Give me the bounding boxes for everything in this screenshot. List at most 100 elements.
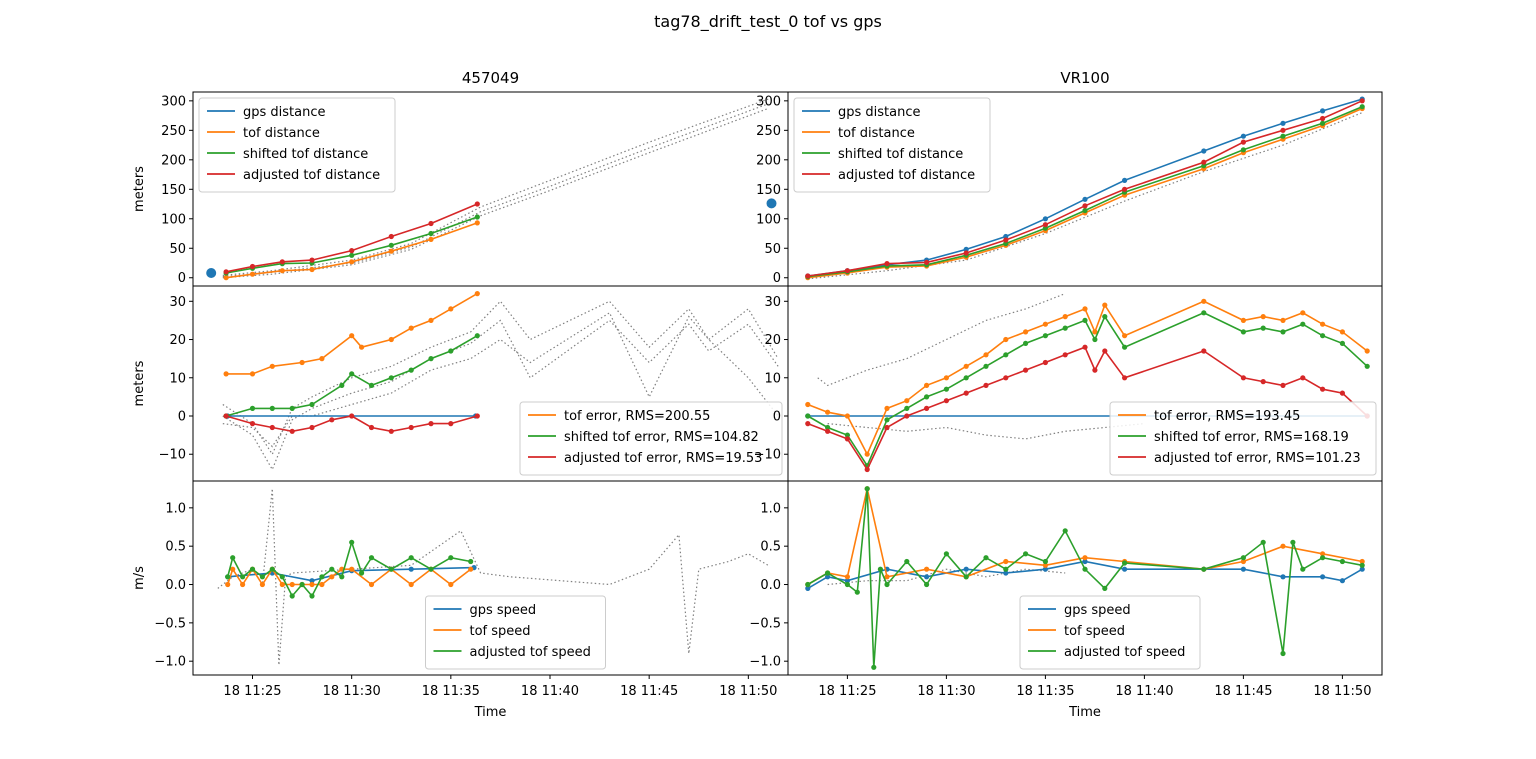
data-point [388,242,394,248]
reference-series [222,98,769,276]
tof-error-rms-193-45-series-line [807,300,1368,457]
data-point [1320,386,1326,392]
data-point [924,382,930,388]
data-point [474,201,480,207]
data-point [1003,237,1009,243]
x-tick-label: 18 11:35 [422,684,480,699]
tof-distance-series [223,220,480,281]
data-point [289,428,295,434]
reference-series-line [807,112,1363,280]
data-point [924,259,930,265]
data-point [474,220,480,226]
data-point [904,405,910,411]
data-point [1003,570,1009,576]
data-point [1300,566,1306,572]
subplot-4: −10 0 10 20 30 tof error, RMS=193.45 shifted t… [754,285,1383,485]
data-point [1082,196,1088,202]
data-point [963,250,969,256]
data-point [349,259,355,265]
data-point [339,382,345,388]
data-point [269,566,275,572]
x-tick-label: 18 11:35 [1016,684,1074,699]
data-point [408,367,414,373]
adjusted-tof-error-rms-19-53-series [223,413,480,434]
data-point [368,581,375,588]
plot-content [805,96,1365,281]
data-point [1260,325,1266,331]
data-point [924,394,930,400]
data-point [1122,344,1128,350]
y-tick-label: 150 [756,183,781,198]
data-point [884,574,890,580]
data-point [359,344,365,350]
data-point [871,664,877,670]
data-point [349,371,355,377]
y-tick-label: 0.5 [760,540,781,555]
data-point [249,371,256,377]
data-point [428,317,434,323]
data-point [349,413,355,419]
data-point [339,574,345,580]
data-point [1240,558,1246,565]
data-point [1042,222,1048,228]
data-point [1260,314,1266,320]
data-point [329,566,335,572]
data-point [844,581,851,588]
x-tick-label: 18 11:30 [917,684,975,699]
y-tick-label: 200 [161,153,186,168]
data-point [1240,133,1246,139]
data-point [289,581,295,588]
data-point [864,486,870,492]
shifted-tof-distance-series-line [807,105,1363,278]
data-point [388,248,394,254]
tof-speed-series-line [226,567,472,586]
data-point [1339,329,1345,335]
legend-label: adjusted tof speed [470,645,591,660]
data-point [1280,543,1286,549]
legend-label: shifted tof error, RMS=104.82 [564,430,759,445]
data-point [884,417,890,423]
data-point [319,581,325,588]
x-tick-label: 18 11:40 [1115,684,1173,699]
reference-series-line [827,568,1066,586]
data-point [1042,562,1048,568]
subplot-title: VR100 [1060,69,1109,87]
data-point [1092,367,1098,373]
data-point [474,413,480,419]
y-tick-label: 0.0 [760,578,781,593]
data-point [474,214,480,220]
data-point [1201,148,1207,154]
data-point [963,363,969,369]
data-point [924,581,930,588]
data-point [877,566,884,572]
tof-speed-series-line [807,488,1363,586]
data-point [805,413,811,419]
y-tick-label: 100 [161,212,186,227]
data-point [259,581,265,588]
x-tick-label: 18 11:50 [1313,684,1371,699]
data-point [448,348,454,354]
subplot-5: −1.0 −0.5 0.0 0.5 1.0 18 11:25 18 11:30 18 11:3… [132,480,789,720]
subplot-6: −1.0 −0.5 0.0 0.5 1.0 18 11:25 18 11:30 18 11:3… [749,480,1383,720]
y-tick-label: −1.0 [154,655,186,670]
data-point [943,386,950,392]
data-point [1260,379,1266,385]
legend-label: tof distance [243,126,320,141]
data-point [279,574,285,580]
data-point [844,268,851,274]
data-point [1003,558,1009,565]
data-point [1240,329,1246,335]
data-point [1082,558,1088,565]
data-point [1122,560,1128,566]
data-point [943,375,950,381]
legend-box [1019,595,1201,670]
x-tick-label: 18 11:45 [1214,684,1272,699]
data-point [1102,348,1108,354]
x-axis-label: Time [1068,705,1101,720]
data-point [1290,539,1296,545]
data-point [1102,314,1108,320]
data-point [349,248,355,254]
y-tick-label: 300 [756,94,781,109]
data-point [1042,359,1048,366]
data-point [1320,108,1326,114]
